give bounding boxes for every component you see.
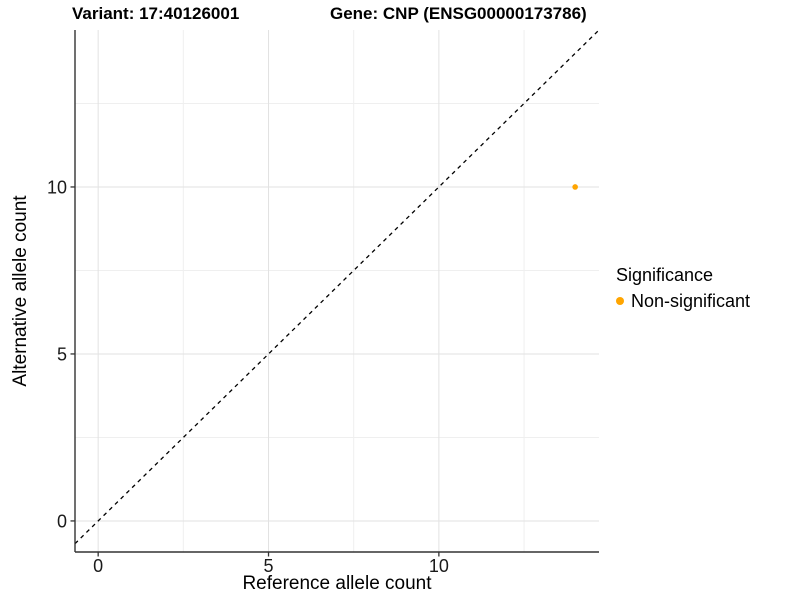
- x-tick-label: 0: [93, 556, 103, 576]
- y-tick-label: 10: [47, 177, 67, 197]
- y-tick-label: 0: [57, 511, 67, 531]
- x-axis-label: Reference allele count: [242, 573, 432, 594]
- x-tick-label: 5: [264, 556, 274, 576]
- plot-title-gene: Gene: CNP (ENSG00000173786): [330, 4, 587, 23]
- plot-title-variant: Variant: 17:40126001: [72, 4, 240, 23]
- legend-key-dot-icon: [616, 297, 624, 305]
- identity-reference-line: [74, 29, 600, 545]
- legend-item-label: Non-significant: [631, 291, 751, 311]
- x-tick-label: 10: [429, 556, 449, 576]
- legend-title: Significance: [616, 265, 714, 285]
- legend-item: Non-significant: [616, 290, 750, 312]
- legend: Significance Non-significant: [616, 264, 750, 312]
- y-axis-label: Alternative allele count: [10, 195, 31, 387]
- data-point: [572, 184, 578, 190]
- y-tick-label: 5: [57, 344, 67, 364]
